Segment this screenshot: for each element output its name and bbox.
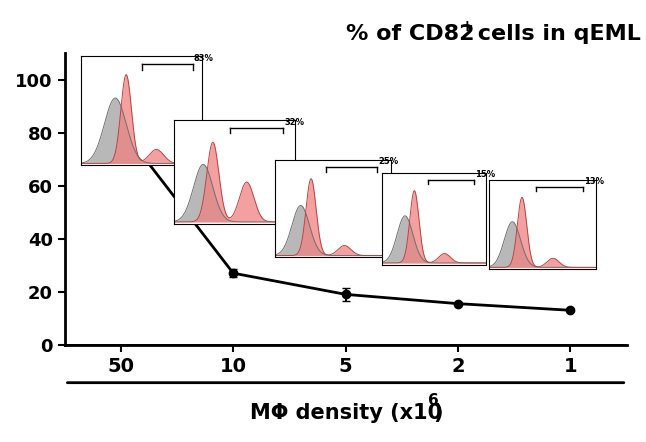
Text: cells in qEML: cells in qEML: [470, 24, 641, 44]
Text: 6: 6: [428, 393, 439, 408]
Text: +: +: [461, 19, 474, 34]
Text: MΦ density (x10: MΦ density (x10: [249, 403, 442, 423]
Text: % of CD82: % of CD82: [346, 24, 474, 44]
Text: ): ): [434, 403, 443, 423]
